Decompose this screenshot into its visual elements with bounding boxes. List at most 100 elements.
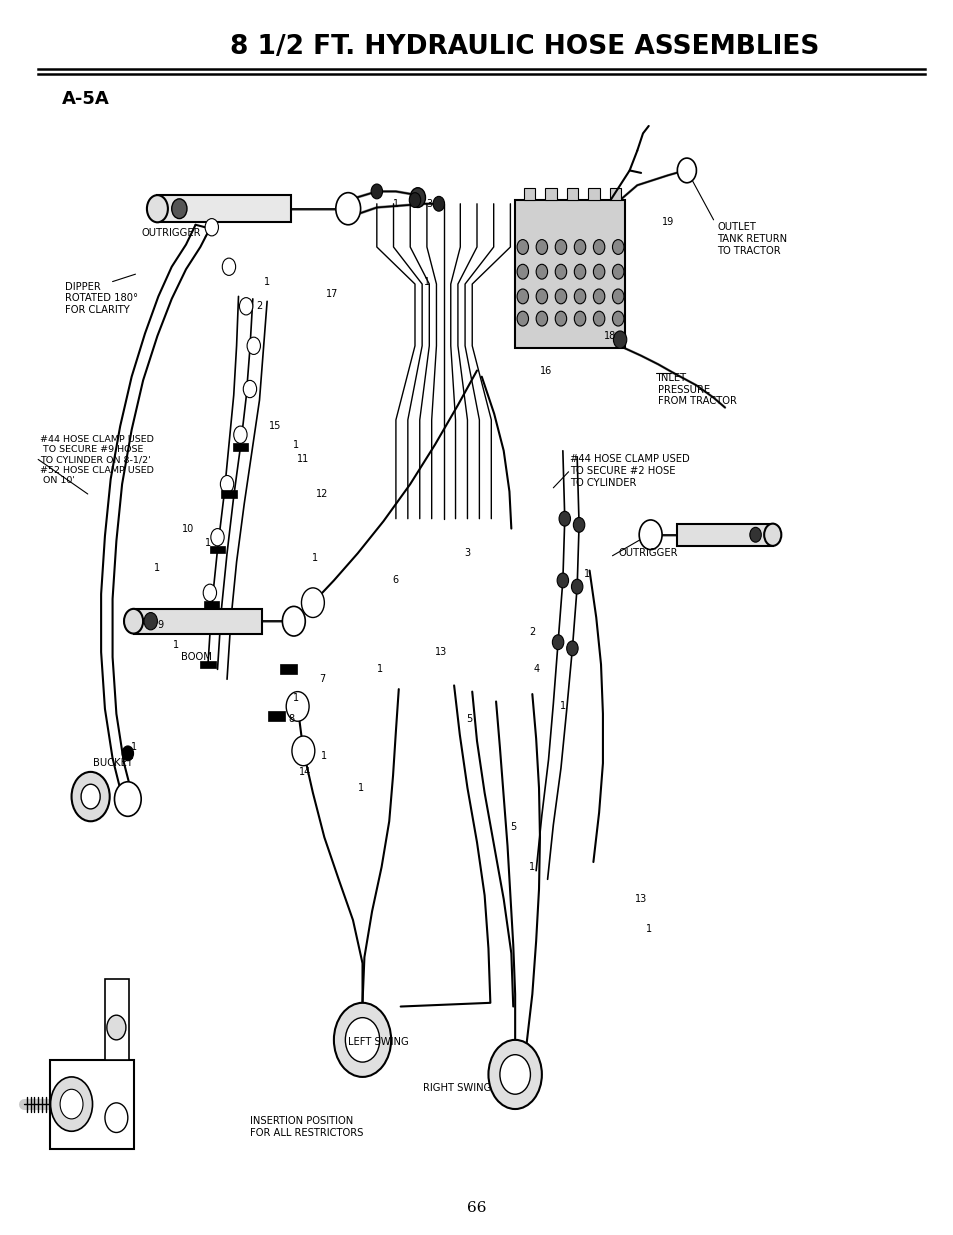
Text: 1: 1 <box>205 538 211 548</box>
Text: 2: 2 <box>256 301 262 311</box>
Circle shape <box>517 289 528 304</box>
Text: RIGHT SWING: RIGHT SWING <box>422 1083 491 1093</box>
Text: 1: 1 <box>357 783 363 793</box>
Circle shape <box>282 606 305 636</box>
Bar <box>515 200 624 348</box>
Circle shape <box>345 1018 379 1062</box>
Circle shape <box>51 1077 92 1131</box>
Text: A-5A: A-5A <box>62 90 110 107</box>
Circle shape <box>335 193 360 225</box>
Text: 2: 2 <box>529 627 535 637</box>
Circle shape <box>574 240 585 254</box>
Text: INLET
PRESSURE
FROM TRACTOR: INLET PRESSURE FROM TRACTOR <box>658 373 737 406</box>
Bar <box>523 188 535 200</box>
Text: 1: 1 <box>321 751 327 761</box>
Circle shape <box>555 240 566 254</box>
Text: 10: 10 <box>182 524 193 534</box>
Text: 19: 19 <box>661 217 673 227</box>
Bar <box>609 188 620 200</box>
Bar <box>268 711 285 721</box>
Text: 1: 1 <box>154 563 160 573</box>
Text: 1: 1 <box>293 440 298 450</box>
Circle shape <box>301 588 324 618</box>
Circle shape <box>247 337 260 354</box>
Text: #44 HOSE CLAMP USED
 TO SECURE #9 HOSE
TO CYLINDER ON 8-1/2'
#52 HOSE CLAMP USED: #44 HOSE CLAMP USED TO SECURE #9 HOSE TO… <box>40 435 153 485</box>
Circle shape <box>292 736 314 766</box>
Circle shape <box>555 289 566 304</box>
Circle shape <box>612 289 623 304</box>
Text: 1: 1 <box>293 693 298 703</box>
Circle shape <box>536 289 547 304</box>
Circle shape <box>144 613 157 630</box>
Text: 4: 4 <box>533 664 538 674</box>
Bar <box>204 601 219 609</box>
Circle shape <box>220 475 233 493</box>
Circle shape <box>499 1055 530 1094</box>
Circle shape <box>536 264 547 279</box>
Text: 3: 3 <box>464 548 470 558</box>
Text: 5: 5 <box>466 714 472 724</box>
Circle shape <box>574 311 585 326</box>
Text: 13: 13 <box>435 647 446 657</box>
Circle shape <box>517 264 528 279</box>
Bar <box>200 661 215 668</box>
Text: BUCKET: BUCKET <box>93 758 133 768</box>
Text: 12: 12 <box>316 489 328 499</box>
Circle shape <box>593 240 604 254</box>
Bar <box>279 664 296 674</box>
Text: 1: 1 <box>376 664 382 674</box>
Bar <box>221 490 236 498</box>
Text: 7: 7 <box>319 674 325 684</box>
Circle shape <box>433 196 444 211</box>
Text: 9: 9 <box>157 620 163 630</box>
Circle shape <box>203 584 216 601</box>
Text: OUTRIGGER: OUTRIGGER <box>618 548 677 558</box>
Circle shape <box>517 311 528 326</box>
Text: OUTLET
TANK RETURN
TO TRACTOR: OUTLET TANK RETURN TO TRACTOR <box>717 222 787 256</box>
Text: 1: 1 <box>645 924 651 934</box>
Bar <box>50 1060 133 1149</box>
Text: BOOM: BOOM <box>181 652 212 662</box>
Bar <box>233 443 248 451</box>
Circle shape <box>749 527 760 542</box>
Circle shape <box>371 184 382 199</box>
Circle shape <box>574 264 585 279</box>
Text: 6: 6 <box>393 576 398 585</box>
Circle shape <box>410 188 425 207</box>
Circle shape <box>488 1040 541 1109</box>
Circle shape <box>639 520 661 550</box>
Text: 8: 8 <box>288 714 294 724</box>
Circle shape <box>571 579 582 594</box>
Text: OUTRIGGER: OUTRIGGER <box>141 228 200 238</box>
Text: 1: 1 <box>424 277 430 287</box>
Circle shape <box>593 311 604 326</box>
Circle shape <box>81 784 100 809</box>
Circle shape <box>612 240 623 254</box>
Text: 15: 15 <box>269 421 280 431</box>
Circle shape <box>566 641 578 656</box>
Text: 1: 1 <box>393 199 398 209</box>
Text: 17: 17 <box>326 289 337 299</box>
Circle shape <box>334 1003 391 1077</box>
Text: 5: 5 <box>510 823 516 832</box>
Text: INSERTION POSITION
FOR ALL RESTRICTORS: INSERTION POSITION FOR ALL RESTRICTORS <box>250 1116 363 1137</box>
Circle shape <box>105 1103 128 1132</box>
Circle shape <box>552 635 563 650</box>
Text: 13: 13 <box>635 894 646 904</box>
Bar <box>566 188 578 200</box>
Circle shape <box>573 517 584 532</box>
Text: DIPPER
ROTATED 180°
FOR CLARITY: DIPPER ROTATED 180° FOR CLARITY <box>65 282 138 315</box>
Circle shape <box>147 195 168 222</box>
Circle shape <box>613 331 626 348</box>
Text: 14: 14 <box>299 767 311 777</box>
Circle shape <box>222 258 235 275</box>
Circle shape <box>555 264 566 279</box>
Text: 3: 3 <box>426 199 432 209</box>
Circle shape <box>593 289 604 304</box>
Circle shape <box>536 311 547 326</box>
Circle shape <box>239 298 253 315</box>
Bar <box>587 188 598 200</box>
Circle shape <box>558 511 570 526</box>
Text: 8 1/2 FT. HYDRAULIC HOSE ASSEMBLIES: 8 1/2 FT. HYDRAULIC HOSE ASSEMBLIES <box>230 33 819 61</box>
Circle shape <box>409 193 420 207</box>
